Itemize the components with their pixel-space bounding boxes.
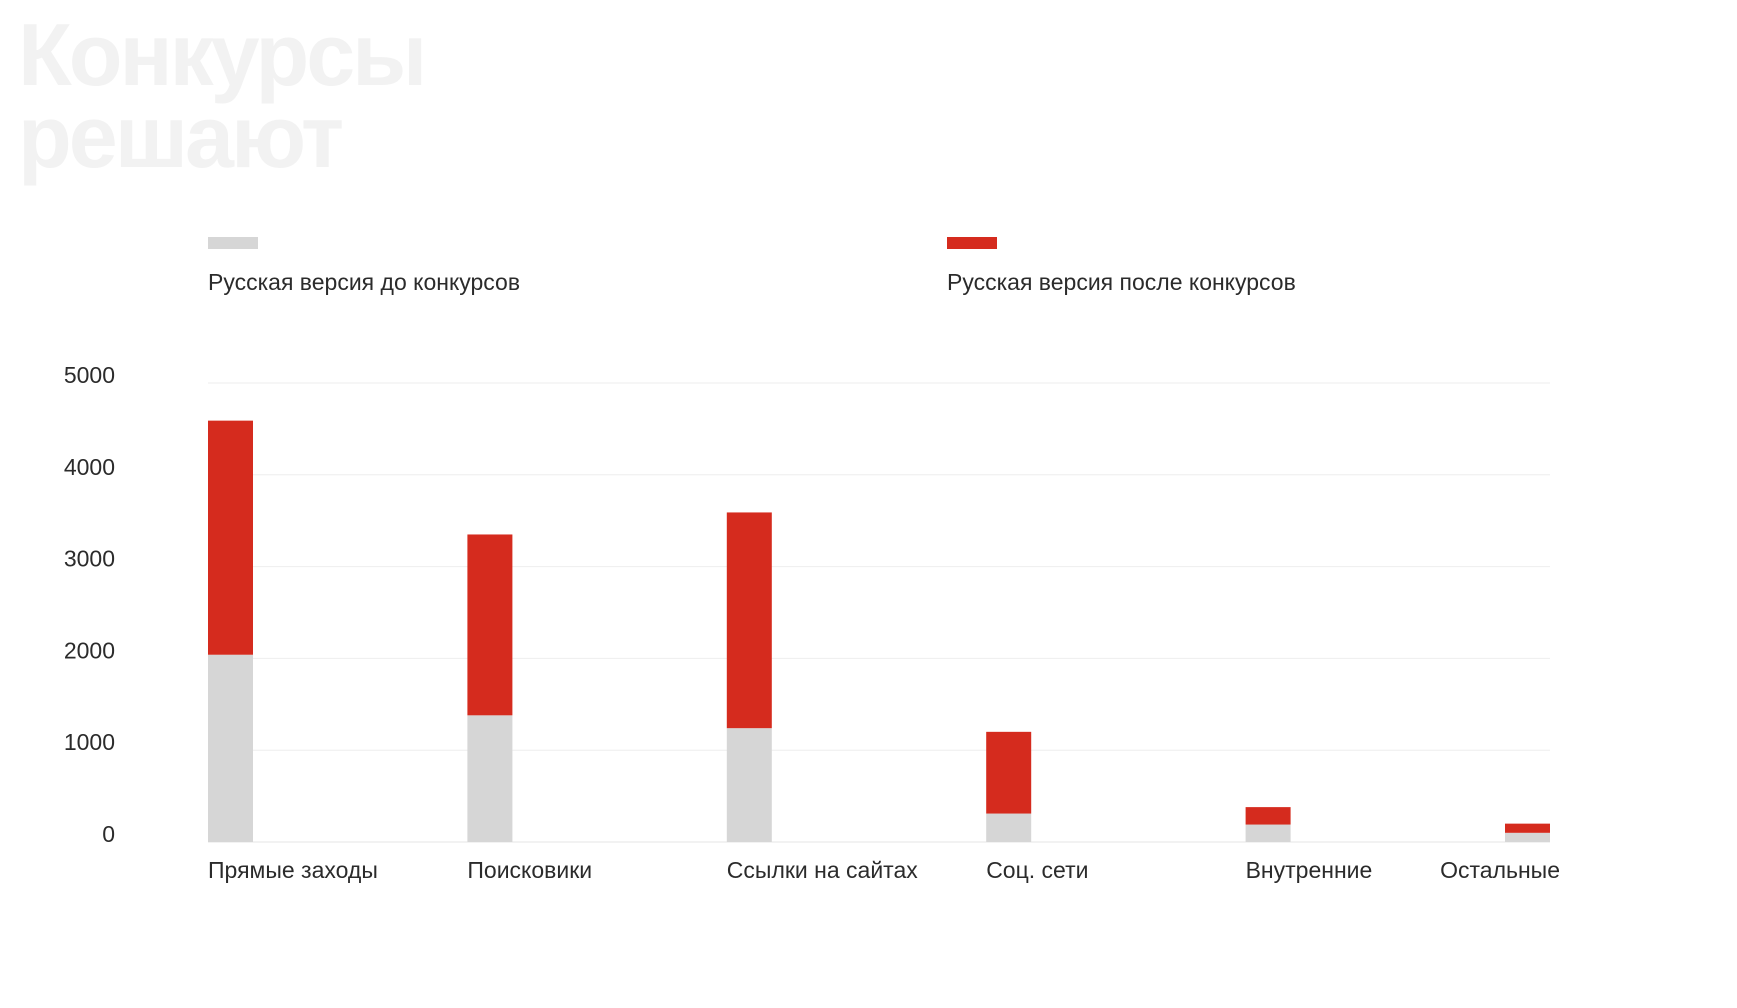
x-category-label: Прямые заходы [208, 857, 378, 883]
bar-before [726, 728, 772, 842]
y-tick-label: 5000 [64, 362, 115, 388]
watermark-line-2: решают [18, 87, 344, 186]
watermark-line-1: Конкурсы [18, 5, 427, 104]
x-category-label: Остальные [1440, 857, 1560, 883]
bar-before [467, 715, 513, 842]
bar-after [208, 420, 253, 655]
y-tick-label: 4000 [64, 454, 115, 480]
bar-after [726, 512, 772, 729]
bar-after [1245, 807, 1291, 825]
legend-swatch-before [208, 237, 258, 249]
y-tick-label: 1000 [64, 729, 115, 755]
y-tick-label: 2000 [64, 637, 115, 663]
legend-item-after: Русская версия после конкурсов [947, 237, 1296, 296]
bar-before [1245, 824, 1291, 842]
y-tick-label: 3000 [64, 546, 115, 572]
bar-before [1505, 832, 1550, 842]
x-category-label: Поисковики [467, 857, 592, 883]
bar-after [467, 534, 513, 716]
y-tick-label: 0 [102, 821, 115, 847]
x-category-label: Ссылки на сайтах [727, 857, 918, 883]
bar-after [1505, 823, 1550, 833]
x-category-label: Внутренние [1246, 857, 1373, 883]
legend-swatch-after [947, 237, 997, 249]
legend-label-before: Русская версия до конкурсов [208, 269, 521, 295]
watermark-title: Конкурсы решают [18, 5, 427, 186]
legend-item-before: Русская версия до конкурсов [208, 237, 520, 296]
bar-after [986, 731, 1032, 814]
x-category-label: Соц. сети [986, 857, 1088, 883]
bar-before [986, 813, 1032, 842]
legend-label-after: Русская версия после конкурсов [947, 269, 1296, 295]
bar-before [208, 654, 253, 842]
